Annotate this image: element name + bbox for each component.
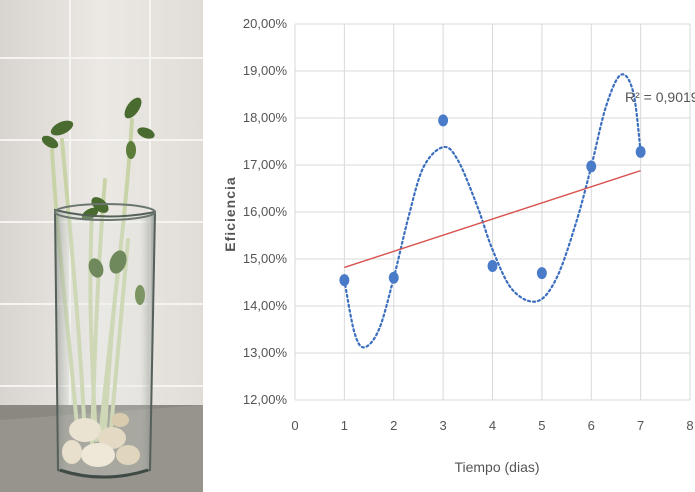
y-tick-label: 15,00% (243, 251, 288, 266)
data-point (438, 114, 449, 127)
x-tick-label: 7 (637, 418, 644, 433)
r-squared-label: R² = 0,9019 (625, 89, 695, 105)
y-tick-label: 18,00% (243, 110, 288, 125)
y-tick-label: 16,00% (243, 204, 288, 219)
glass-vase (53, 203, 157, 479)
x-tick-label: 2 (390, 418, 397, 433)
sprouts-in-glass-photo (0, 0, 203, 492)
x-tick-label: 0 (291, 418, 298, 433)
data-point (339, 274, 350, 287)
y-tick-label: 17,00% (243, 157, 288, 172)
y-tick-label: 20,00% (243, 16, 288, 31)
data-point (388, 271, 399, 284)
data-point (635, 145, 646, 158)
polynomial-trendline (343, 73, 642, 349)
data-point (487, 260, 498, 273)
x-tick-label: 4 (489, 418, 496, 433)
x-axis-title: Tiempo (dias) (454, 459, 539, 475)
y-tick-label: 13,00% (243, 345, 288, 360)
efficiency-chart: 12,00% 13,00% 14,00% 15,00% 16,00% 17,00% 18,0… (222, 16, 695, 475)
seeds (62, 413, 140, 467)
x-tick-label: 6 (588, 418, 595, 433)
x-tick-label: 5 (538, 418, 545, 433)
x-tick-label: 3 (440, 418, 447, 433)
x-tick-label: 1 (341, 418, 348, 433)
data-point (586, 160, 597, 173)
x-tick-label: 8 (686, 418, 693, 433)
y-tick-label: 14,00% (243, 298, 288, 313)
y-tick-label: 12,00% (243, 392, 288, 407)
y-axis-title: Eficiencia (222, 176, 238, 251)
y-tick-label: 19,00% (243, 63, 288, 78)
data-point (536, 267, 547, 280)
linear-trendline (344, 169, 641, 269)
